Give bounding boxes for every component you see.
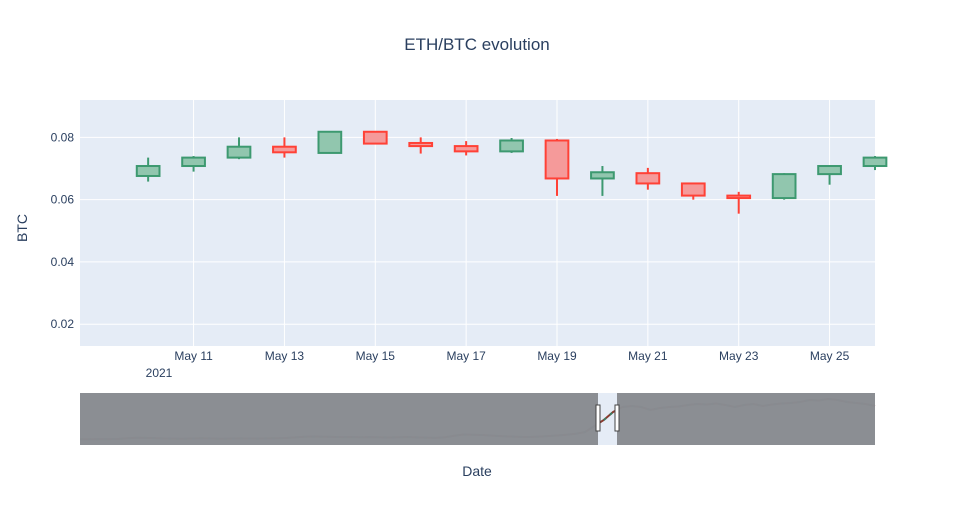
x-tick-label: May 19 [537,349,577,363]
x-tick-label: May 11 [174,349,213,363]
candle-body [544,139,570,180]
chart-title: ETH/BTC evolution [404,35,550,54]
candle-body [499,139,524,153]
candle[interactable] [317,130,343,154]
candle[interactable] [181,156,206,172]
candle-body [317,130,343,154]
x-tick-label: May 25 [810,349,850,363]
candle[interactable] [499,137,524,153]
candle-body [680,182,706,197]
candle[interactable] [680,182,706,200]
y-tick-label: 0.06 [51,193,75,207]
candle[interactable] [817,165,842,185]
candle[interactable] [726,191,752,214]
candle[interactable] [862,156,888,171]
x-axis-title: Date [462,463,492,479]
candle[interactable] [408,137,434,154]
candle-body [453,145,479,153]
range-slider-mask-left [80,393,598,445]
candles-layer [135,130,888,214]
range-slider-mask-right [617,393,875,445]
x-axis-year-label: 2021 [146,366,173,380]
x-tick-label: May 13 [265,349,305,363]
plot-background [80,100,875,346]
candle-body [862,156,888,168]
candle[interactable] [771,173,797,200]
candle[interactable] [635,167,661,190]
y-tick-label: 0.02 [51,317,75,331]
y-axis: 0.02 0.04 0.06 0.08 [51,130,75,331]
x-tick-label: May 17 [446,349,486,363]
x-tick-label: May 21 [628,349,668,363]
candle-body [771,173,797,200]
candle[interactable] [272,137,297,158]
y-axis-title: BTC [14,214,30,242]
y-tick-label: 0.08 [51,130,75,144]
candle-body [226,145,252,159]
candle[interactable] [453,141,479,156]
range-slider-handle-right[interactable] [614,404,620,432]
x-axis: May 11 May 13 May 15 May 17 May 19 May 21 May … [174,349,849,363]
candle[interactable] [362,130,388,145]
range-slider[interactable] [79,393,876,445]
candle-body [272,145,297,154]
candle-body [135,165,161,177]
candle[interactable] [590,166,615,196]
candle-body [408,141,434,148]
candle[interactable] [135,157,161,182]
candle[interactable] [544,138,570,196]
candle-body [635,172,661,185]
x-tick-label: May 23 [719,349,759,363]
candle[interactable] [226,137,252,160]
x-tick-label: May 15 [356,349,396,363]
candle-body [817,165,842,176]
candle-body [726,194,752,200]
range-slider-handle-left[interactable] [595,404,601,432]
candle-body [181,156,206,168]
candle-body [362,130,388,145]
y-tick-label: 0.04 [51,255,75,269]
candle-body [590,171,615,180]
